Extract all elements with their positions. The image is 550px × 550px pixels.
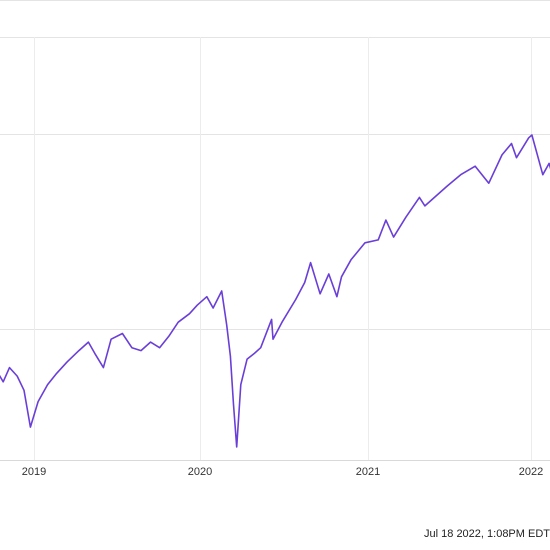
timestamp-label: Jul 18 2022, 1:08PM EDT: [424, 528, 550, 540]
x-tick-label: 2022: [519, 466, 543, 478]
x-axis-ticks: 2019 2020 2021 2022: [22, 466, 543, 478]
x-tick-label: 2020: [188, 466, 212, 478]
series-line: [0, 134, 550, 448]
x-tick-label: 2019: [22, 466, 46, 478]
grid-lines: [0, 0, 550, 461]
x-tick-label: 2021: [356, 466, 380, 478]
series-layer: [0, 134, 550, 448]
